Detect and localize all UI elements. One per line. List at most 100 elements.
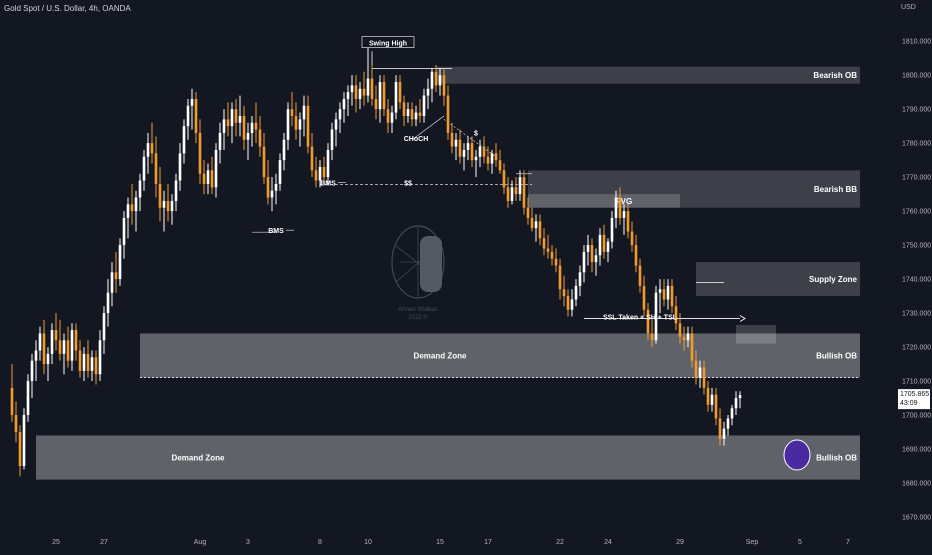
- candle: [262, 132, 266, 184]
- candle: [322, 156, 326, 184]
- candle-body: [522, 177, 526, 208]
- candle-body: [338, 109, 342, 120]
- candle: [290, 92, 294, 127]
- y-axis-tick-label: 1680.000: [902, 481, 931, 488]
- brain-half-icon: [420, 236, 442, 292]
- candle-body: [330, 129, 334, 150]
- candle: [194, 92, 198, 144]
- candle: [338, 102, 342, 133]
- candle-body: [474, 156, 478, 161]
- candle-body: [38, 333, 42, 351]
- candle: [150, 122, 154, 164]
- candle: [506, 177, 510, 208]
- candle-body: [250, 122, 254, 133]
- y-axis-tick-label: 1750.000: [902, 243, 931, 250]
- candle: [30, 353, 34, 399]
- candle-body: [518, 177, 522, 195]
- choch-line: [411, 115, 445, 141]
- candle: [534, 214, 538, 242]
- candle: [366, 47, 370, 103]
- zone-rect: [36, 435, 860, 480]
- candle: [230, 102, 234, 144]
- candle: [94, 350, 98, 385]
- candle-body: [642, 285, 646, 310]
- candle: [390, 105, 394, 133]
- arrow-right-icon: [739, 315, 746, 322]
- y-axis-tick-label: 1740.000: [902, 277, 931, 284]
- candle-body: [34, 350, 38, 361]
- y-axis-tick-label: 1670.000: [902, 515, 931, 522]
- candle: [634, 234, 638, 273]
- candle: [402, 95, 406, 127]
- candle-body: [174, 180, 178, 201]
- candle: [710, 387, 714, 412]
- candle-body: [482, 146, 486, 157]
- candle-body: [198, 132, 202, 174]
- candle-body: [166, 200, 170, 212]
- candle: [302, 95, 306, 137]
- candle: [102, 306, 106, 354]
- candle: [642, 275, 646, 317]
- x-axis-tick-label: 8: [318, 539, 322, 546]
- candle: [346, 85, 350, 116]
- candle-body: [106, 292, 110, 314]
- candle-body: [102, 313, 106, 341]
- candle: [478, 139, 482, 167]
- candle: [286, 102, 290, 150]
- candle: [514, 177, 518, 201]
- annotation-label: Swing High: [369, 41, 407, 48]
- candle: [110, 262, 114, 307]
- candle: [282, 132, 286, 171]
- candle: [370, 64, 374, 106]
- candle-body: [410, 109, 414, 120]
- candle: [650, 319, 654, 348]
- candle: [358, 81, 362, 110]
- candle-body: [594, 255, 598, 263]
- candle: [450, 122, 454, 154]
- candle-body: [190, 98, 194, 106]
- candle-body: [638, 265, 642, 286]
- candle-body: [310, 146, 314, 171]
- price-badge-value: 1705.865: [900, 391, 929, 398]
- candle-body: [226, 119, 230, 127]
- candle: [434, 64, 438, 93]
- candle: [694, 350, 698, 385]
- candle: [310, 132, 314, 178]
- candle-body: [22, 415, 26, 467]
- symbol-title[interactable]: Gold Spot / U.S. Dollar, 4h, OANDA: [4, 4, 131, 13]
- candle: [482, 136, 486, 164]
- candle: [486, 146, 490, 171]
- candle: [234, 98, 238, 137]
- candle-body: [706, 387, 710, 405]
- candle: [90, 350, 94, 382]
- candle-body: [278, 160, 282, 184]
- candle-body: [170, 200, 174, 212]
- y-axis-tick-label: 1760.000: [902, 209, 931, 216]
- candle: [138, 173, 142, 212]
- candle-body: [398, 81, 402, 103]
- candle-body: [178, 153, 182, 181]
- candle: [738, 391, 742, 409]
- candle: [334, 112, 338, 147]
- candle: [118, 238, 122, 286]
- candle: [410, 102, 414, 127]
- candle: [614, 190, 618, 229]
- candle: [122, 211, 126, 259]
- candle: [526, 197, 530, 225]
- candle-body: [294, 115, 298, 130]
- candle-body: [138, 180, 142, 198]
- y-axis-tick-label: 1810.000: [902, 39, 931, 46]
- candle-body: [350, 85, 354, 93]
- candle-body: [562, 289, 566, 297]
- zone-rect: [140, 333, 860, 378]
- annotation-label: BMS: [320, 181, 336, 188]
- candle: [38, 326, 42, 361]
- candle: [378, 75, 382, 123]
- candle: [430, 68, 434, 103]
- y-axis-tick-label: 1800.000: [902, 73, 931, 80]
- candle: [518, 170, 522, 201]
- candle-body: [262, 146, 266, 178]
- candle: [530, 207, 534, 232]
